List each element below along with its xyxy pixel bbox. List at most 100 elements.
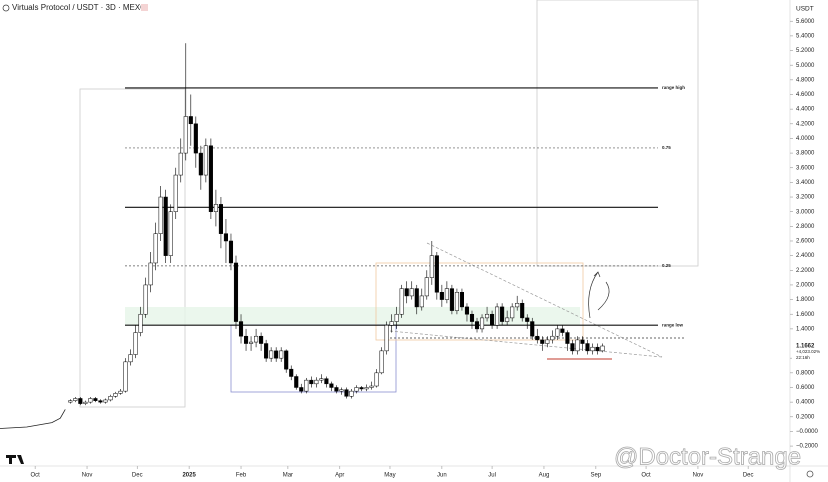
candle-body bbox=[279, 350, 284, 359]
candle-body bbox=[459, 292, 464, 308]
candle-body bbox=[183, 116, 188, 154]
candle-body bbox=[419, 295, 424, 308]
candle-body bbox=[565, 332, 570, 344]
candle-body bbox=[329, 383, 334, 388]
x-tick-label: Jul bbox=[488, 473, 496, 479]
candle-body bbox=[339, 389, 344, 392]
x-tick-label: Feb bbox=[236, 473, 247, 479]
candle-body bbox=[575, 339, 580, 352]
candle-body bbox=[374, 372, 379, 387]
y-tick-label: 5.0000 bbox=[796, 63, 815, 69]
candle-body bbox=[153, 233, 158, 264]
candle-body bbox=[444, 288, 449, 300]
y-tick-label: 4.4000 bbox=[796, 107, 815, 113]
candle-body bbox=[143, 284, 148, 315]
candle-body bbox=[394, 313, 399, 322]
candle-body bbox=[123, 361, 128, 392]
x-tick-label: Oct bbox=[641, 473, 651, 479]
candle-body bbox=[83, 401, 88, 404]
candle-body bbox=[424, 277, 429, 297]
candle-body bbox=[585, 343, 590, 352]
box-drawing bbox=[536, 0, 699, 267]
y-tick-label: 0.6000 bbox=[796, 385, 815, 391]
candle-body bbox=[570, 343, 575, 352]
x-tick-label: Oct bbox=[30, 473, 40, 479]
candle-body bbox=[364, 387, 369, 390]
y-tick-label: 4.2000 bbox=[796, 121, 815, 127]
candle-body bbox=[68, 400, 73, 403]
x-tick-label: Dec bbox=[743, 473, 754, 479]
candle-body bbox=[158, 196, 163, 234]
settings-button[interactable] bbox=[806, 470, 814, 478]
level-label: 0.25 bbox=[662, 263, 671, 268]
candle-body bbox=[163, 196, 168, 256]
candle-body bbox=[384, 324, 389, 352]
candle-body bbox=[510, 306, 515, 319]
candle-body bbox=[580, 339, 585, 344]
candle-body bbox=[243, 335, 249, 344]
candle-body bbox=[434, 255, 439, 293]
candle-body bbox=[198, 152, 203, 176]
y-tick-label: 4.6000 bbox=[796, 92, 815, 98]
candle-body bbox=[495, 306, 500, 326]
candle-body bbox=[485, 313, 490, 319]
y-tick-label: 0.2000 bbox=[796, 414, 815, 420]
candle-body bbox=[520, 302, 525, 319]
y-tick-label: 3.8000 bbox=[796, 151, 815, 157]
y-tick-label: 2.2000 bbox=[796, 268, 815, 274]
candle-body bbox=[249, 341, 254, 344]
y-tick-label: 2.4000 bbox=[796, 253, 815, 259]
x-tick-label: Aug bbox=[539, 473, 550, 479]
price-countdown: 22:16h bbox=[796, 355, 810, 360]
candle-body bbox=[535, 335, 540, 341]
candle-body bbox=[289, 368, 294, 377]
candle-body bbox=[218, 204, 223, 234]
candle-body bbox=[399, 288, 404, 315]
candle-body bbox=[600, 345, 605, 352]
candle-body bbox=[490, 313, 495, 326]
plot: range high 0.75 0.25 range low bbox=[0, 43, 685, 429]
candle-body bbox=[113, 393, 118, 397]
candle-body bbox=[389, 321, 394, 326]
arrow bbox=[588, 271, 601, 319]
price-change: +4,023.02% bbox=[796, 349, 820, 354]
candle-body bbox=[414, 288, 419, 308]
candle-body bbox=[404, 288, 409, 297]
candle-body bbox=[409, 288, 414, 297]
candle-body bbox=[188, 116, 193, 125]
logo bbox=[6, 455, 24, 464]
candle-body bbox=[128, 354, 133, 363]
candle-body bbox=[228, 240, 234, 264]
candle-body bbox=[505, 317, 510, 322]
y-tick-label: 5.6000 bbox=[796, 19, 815, 25]
y-tick-label: 0.8000 bbox=[796, 370, 815, 376]
level-label: range low bbox=[662, 322, 684, 327]
candle-body bbox=[545, 339, 550, 344]
candle-body bbox=[208, 145, 213, 212]
candle-body bbox=[88, 398, 93, 403]
y-tick-label: 3.2000 bbox=[796, 195, 815, 201]
candle-body bbox=[264, 343, 269, 359]
x-tick-label: Nov bbox=[693, 473, 704, 479]
candle-body bbox=[359, 387, 364, 390]
x-tick-label: 2025 bbox=[182, 473, 196, 479]
symbol-icon bbox=[2, 4, 10, 12]
candle-body bbox=[515, 302, 520, 308]
y-tick-label: 1.6000 bbox=[796, 312, 815, 318]
arrow bbox=[597, 281, 610, 311]
candle-body bbox=[299, 387, 304, 392]
candle-body bbox=[233, 262, 239, 322]
candle-body bbox=[274, 350, 279, 359]
candle-body bbox=[173, 174, 178, 212]
candle-body bbox=[454, 292, 459, 311]
y-tick-label: 2.6000 bbox=[796, 239, 815, 245]
y-tick-label: 0.4000 bbox=[796, 400, 815, 406]
y-axis-label: USDT bbox=[796, 6, 814, 13]
x-tick-label: Nov bbox=[82, 473, 93, 479]
candle-body bbox=[555, 328, 560, 337]
candle-body bbox=[148, 262, 153, 286]
price-line bbox=[0, 409, 66, 429]
x-tick-label: Jun bbox=[437, 473, 447, 479]
candle-body bbox=[314, 379, 319, 385]
candle-body bbox=[525, 317, 530, 322]
